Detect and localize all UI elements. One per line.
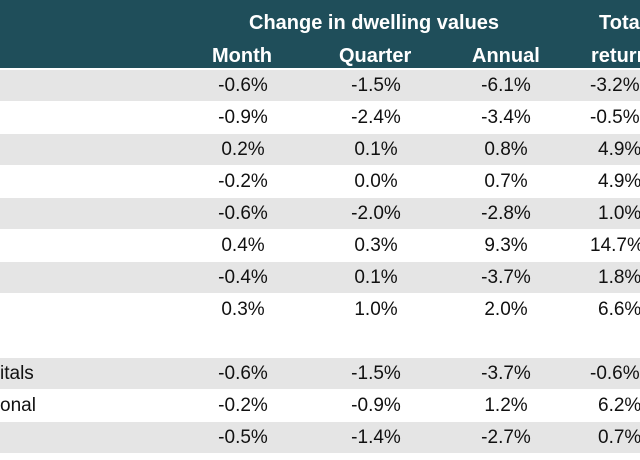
cell-month: 0.4% <box>221 235 265 256</box>
row-label: itals <box>0 363 34 384</box>
cell-annual: -2.8% <box>481 203 531 224</box>
cell-month: -0.6% <box>218 75 268 96</box>
cell-quarter: -2.4% <box>351 107 401 128</box>
cell-month: -0.9% <box>218 107 268 128</box>
group-title: Change in dwelling values <box>249 12 500 34</box>
table-row: itals -0.6% -1.5% -3.7% -0.6% <box>0 358 640 389</box>
table-row: -0.6% -2.0% -2.8% 1.0% <box>0 198 640 229</box>
cell-quarter: -1.4% <box>351 427 401 448</box>
table-row: 0.3% 1.0% 2.0% 6.6% <box>0 294 640 325</box>
cell-total: 6.6% <box>598 299 640 320</box>
table-row: -0.6% -1.5% -6.1% -3.2% <box>0 70 640 101</box>
cell-annual: -3.4% <box>481 107 531 128</box>
cell-total: 0.7% <box>598 427 640 448</box>
cell-total: 14.7% <box>590 235 640 256</box>
col-header-month: Month <box>212 45 272 67</box>
cell-quarter: -2.0% <box>351 203 401 224</box>
cell-quarter: 0.1% <box>354 267 398 288</box>
table-row: -0.4% 0.1% -3.7% 1.8% <box>0 262 640 293</box>
cell-annual: -3.7% <box>481 267 531 288</box>
table-row: onal -0.2% -0.9% 1.2% 6.2% <box>0 390 640 421</box>
cell-quarter: -1.5% <box>351 75 401 96</box>
table-row: -0.2% 0.0% 0.7% 4.9% <box>0 166 640 197</box>
cell-month: -0.6% <box>218 203 268 224</box>
cell-month: -0.2% <box>218 395 268 416</box>
cell-annual: 1.2% <box>484 395 528 416</box>
cell-annual: 0.7% <box>484 171 528 192</box>
cell-quarter: 0.0% <box>354 171 398 192</box>
cell-total: -0.6% <box>590 363 640 384</box>
table-row: 0.4% 0.3% 9.3% 14.7% <box>0 230 640 261</box>
cell-annual: 2.0% <box>484 299 528 320</box>
table-header: Change in dwelling values Total Month Qu… <box>0 0 640 68</box>
col-header-total: return <box>591 45 640 67</box>
total-title: Total <box>599 12 640 34</box>
cell-month: 0.2% <box>221 139 265 160</box>
cell-month: -0.6% <box>218 363 268 384</box>
cell-quarter: 0.1% <box>354 139 398 160</box>
cell-total: 6.2% <box>598 395 640 416</box>
spacer-row <box>0 326 640 356</box>
table-row: 0.2% 0.1% 0.8% 4.9% <box>0 134 640 165</box>
table-row: -0.9% -2.4% -3.4% -0.5% <box>0 102 640 133</box>
cell-total: 1.0% <box>598 203 640 224</box>
cell-quarter: 1.0% <box>354 299 398 320</box>
table-row: -0.5% -1.4% -2.7% 0.7% <box>0 422 640 453</box>
cell-annual: -2.7% <box>481 427 531 448</box>
cell-quarter: 0.3% <box>354 235 398 256</box>
cell-quarter: -1.5% <box>351 363 401 384</box>
cell-month: -0.4% <box>218 267 268 288</box>
col-header-annual: Annual <box>472 45 540 67</box>
cell-total: -3.2% <box>590 75 640 96</box>
cell-total: 4.9% <box>598 171 640 192</box>
col-header-quarter: Quarter <box>339 45 412 67</box>
cell-annual: 9.3% <box>484 235 528 256</box>
cell-total: -0.5% <box>590 107 640 128</box>
cell-month: 0.3% <box>221 299 265 320</box>
cell-month: -0.2% <box>218 171 268 192</box>
row-label: onal <box>0 395 36 416</box>
cell-total: 1.8% <box>598 267 640 288</box>
cell-annual: -6.1% <box>481 75 531 96</box>
cell-annual: -3.7% <box>481 363 531 384</box>
cell-month: -0.5% <box>218 427 268 448</box>
cell-annual: 0.8% <box>484 139 528 160</box>
cell-total: 4.9% <box>598 139 640 160</box>
cell-quarter: -0.9% <box>351 395 401 416</box>
